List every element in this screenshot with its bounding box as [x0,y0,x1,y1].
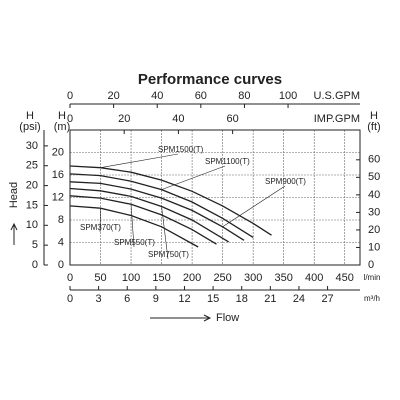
x-tick-label: 60 [195,90,207,102]
y-tick-label: 8 [58,214,64,226]
series-label: SPM550(T) [114,238,155,247]
y-axis-unit: (ft) [367,121,380,133]
x-tick-label: 40 [172,113,184,125]
x-tick-label: 80 [238,90,250,102]
flow-label: Flow [216,312,239,324]
leader-line [99,208,101,233]
x-tick-label: 24 [293,293,305,305]
leader-line [100,153,179,168]
y-tick-label: 30 [26,140,38,152]
leader-line [222,185,286,228]
plot-frame [69,129,361,266]
x-tick-label: 400 [305,272,323,284]
x-tick-label: 27 [321,293,333,305]
x-tick-label: 18 [236,293,248,305]
y-axis-unit: (psi) [19,121,40,133]
head-label: Head [8,182,20,208]
x-tick-label: 60 [226,113,238,125]
y-axis-label: H [26,110,34,122]
leader-line [161,165,226,190]
x-tick-label: 0 [67,293,73,305]
series-label: SPM370(T) [80,223,121,232]
x-axis-label: IMP.GPM [314,113,360,125]
x-tick-label: 0 [67,90,73,102]
y-tick-label: 0 [58,259,64,271]
series-label: SPM900(T) [265,177,306,186]
y-axis-unit: (m) [54,121,71,133]
x-tick-label: 6 [124,293,130,305]
x-tick-label: 12 [178,293,190,305]
y-axis-label: H [58,110,66,122]
x-tick-label: 3 [96,293,102,305]
x-tick-label: 20 [118,113,130,125]
y-tick-label: 30 [368,206,380,218]
x-tick-label: 40 [151,90,163,102]
y-tick-label: 4 [58,236,64,248]
y-tick-label: 25 [26,160,38,172]
y-tick-label: 20 [368,224,380,236]
x-tick-label: 450 [336,272,354,284]
y-tick-label: 5 [32,239,38,251]
x-tick-label: 9 [153,293,159,305]
y-tick-label: 20 [52,146,64,158]
head-arrow [10,222,18,245]
x-tick-label: 21 [264,293,276,305]
y-axis-label: H [370,110,378,122]
x-tick-label: 0 [67,113,73,125]
x-tick-label: 50 [94,272,106,284]
y-tick-label: 15 [26,199,38,211]
x-tick-label: 300 [244,272,262,284]
y-tick-label: 0 [368,259,374,271]
series-label: SPM1100(T) [205,157,250,166]
y-tick-label: 0 [32,259,38,271]
x-tick-label: 150 [152,272,170,284]
y-tick-label: 16 [52,169,64,181]
y-tick-label: 20 [26,179,38,191]
y-tick-label: 10 [26,219,38,231]
curve [69,181,245,241]
curve [69,205,199,248]
x-tick-label: 20 [107,90,119,102]
chart-title: Performance curves [138,71,282,88]
leader-line [161,206,169,260]
y-tick-label: 40 [368,189,380,201]
curve [69,187,230,243]
y-tick-label: 10 [368,241,380,253]
series-label: SPM1500(T) [158,145,204,154]
x-axis-label: U.S.GPM [314,90,360,102]
x-tick-label: 100 [122,272,140,284]
x-tick-label: 350 [275,272,293,284]
y-tick-label: 50 [368,171,380,183]
x-tick-label: 0 [67,272,73,284]
curve [69,165,272,236]
x-tick-label: 250 [213,272,231,284]
x-tick-label: 100 [279,90,297,102]
x-tick-label: 15 [207,293,219,305]
y-tick-label: 60 [368,154,380,166]
series-label: SPM750(T) [148,250,189,259]
flow-arrow [150,314,212,322]
leader-line [130,204,135,248]
x-axis-label: l/min [364,273,381,282]
x-tick-label: 200 [183,272,201,284]
x-axis-label: m³/h [364,294,380,303]
y-tick-label: 12 [52,191,64,203]
curve [69,195,217,245]
